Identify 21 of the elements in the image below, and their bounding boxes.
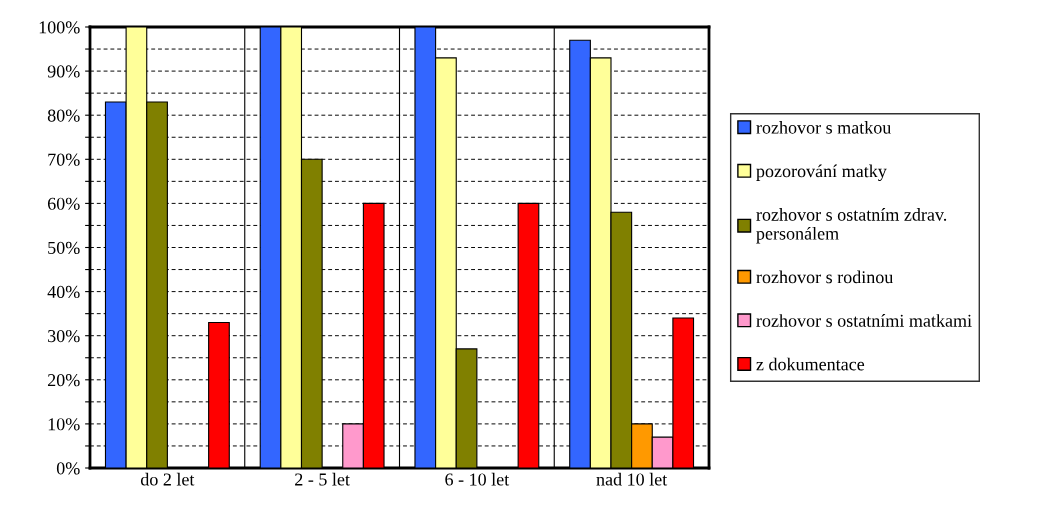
y-tick-label: 0% bbox=[56, 462, 80, 475]
y-tick-label: 30% bbox=[48, 329, 80, 343]
x-tick-label: do 2 let bbox=[140, 472, 195, 486]
y-tick-label: 50% bbox=[48, 241, 80, 254]
legend-label: rozhovor s rodinou bbox=[756, 270, 894, 284]
y-tick-label: 20% bbox=[47, 374, 80, 387]
y-tick-label: 60% bbox=[47, 197, 80, 210]
x-tick-label: 2 - 5 let bbox=[295, 472, 350, 486]
y-tick-label: 90% bbox=[47, 65, 80, 78]
legend-label: rozhovor s matkou bbox=[756, 121, 892, 134]
legend-label: z dokumentace bbox=[756, 357, 865, 371]
y-tick-label: 70% bbox=[48, 153, 80, 166]
x-tick-label: 6 - 10 let bbox=[445, 472, 510, 486]
y-tick-label: 80% bbox=[47, 109, 80, 122]
y-tick-label: 40% bbox=[47, 285, 80, 299]
y-tick-label: 100% bbox=[39, 21, 80, 34]
legend-label: rozhovor s ostatními matkami bbox=[756, 314, 972, 327]
x-tick-label: nad 10 let bbox=[596, 472, 668, 486]
legend-label: pozorování matky bbox=[756, 164, 887, 182]
y-tick-label: 10% bbox=[48, 418, 80, 431]
legend-label: rozhovor s ostatním zdrav. personálem bbox=[756, 208, 947, 244]
